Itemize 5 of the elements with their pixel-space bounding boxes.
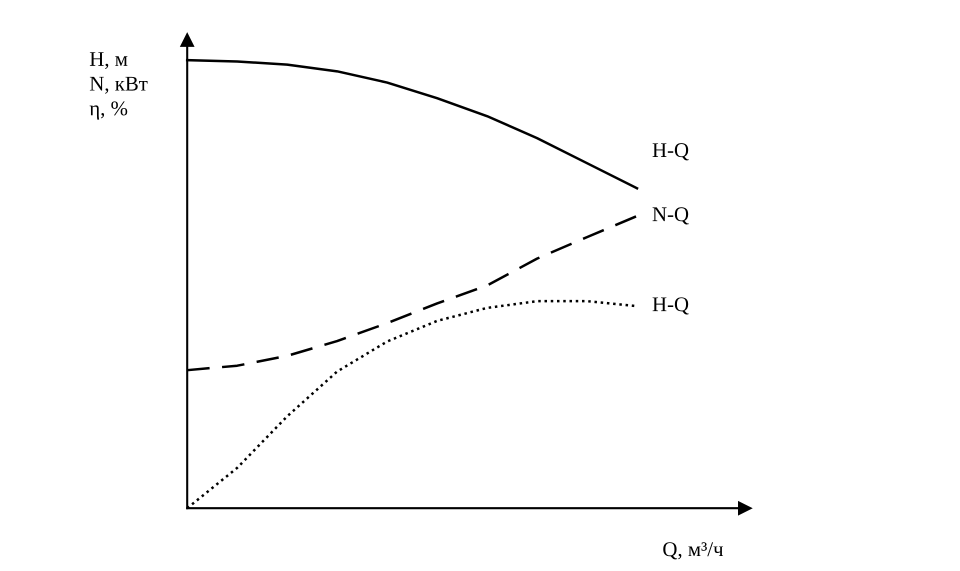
x-axis-title: Q, м³/ч: [663, 542, 724, 560]
series-label: H-Q: [652, 143, 689, 160]
series-label: N-Q: [652, 207, 689, 224]
series-label: H-Q: [652, 297, 689, 315]
y-axis-title: H, м N, кВт η, %: [90, 52, 148, 120]
